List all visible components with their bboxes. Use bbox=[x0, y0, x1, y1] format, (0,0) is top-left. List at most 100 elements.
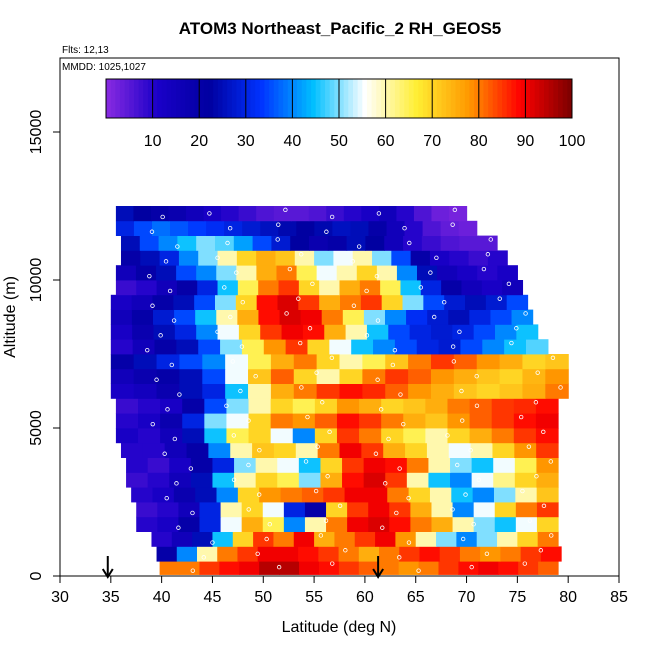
arrow-head bbox=[101, 568, 114, 579]
sample-point bbox=[378, 407, 384, 412]
heat-cell bbox=[270, 354, 295, 370]
sample-point bbox=[162, 451, 167, 456]
heat-cell bbox=[409, 324, 432, 340]
colorbar-segment bbox=[115, 79, 121, 118]
heat-cell bbox=[220, 516, 243, 532]
heat-cell bbox=[131, 487, 154, 503]
sample-point bbox=[230, 359, 235, 364]
arrow-markers bbox=[101, 556, 384, 579]
heat-cell bbox=[406, 472, 430, 488]
heat-cell bbox=[402, 294, 424, 310]
y-axis: 0 5000 10000 15000 bbox=[28, 110, 60, 580]
heat-cell bbox=[220, 502, 243, 518]
sample-point bbox=[307, 326, 313, 331]
sample-point bbox=[550, 355, 556, 361]
heat-cell bbox=[419, 546, 441, 562]
sample-point bbox=[457, 329, 462, 334]
heat-cell bbox=[234, 457, 257, 473]
heat-cell bbox=[139, 235, 160, 251]
heat-cell bbox=[449, 250, 470, 266]
heat-cell bbox=[174, 324, 197, 340]
sample-point bbox=[257, 492, 262, 497]
heat-cell bbox=[453, 368, 478, 384]
heat-cell bbox=[535, 428, 559, 444]
colorbar-tick-label: 50 bbox=[330, 133, 348, 150]
colorbar-segment bbox=[525, 79, 531, 118]
sample-point bbox=[225, 240, 230, 246]
heat-cell bbox=[410, 516, 433, 532]
colorbar-segment bbox=[492, 79, 498, 118]
sample-point bbox=[224, 403, 229, 408]
colorbar-segment bbox=[516, 79, 522, 118]
heat-cell bbox=[160, 413, 183, 429]
sample-point bbox=[276, 564, 282, 570]
heat-cell bbox=[199, 502, 222, 518]
heat-cell bbox=[425, 428, 449, 444]
mmdd-label: MMDD: 1025,1027 bbox=[62, 62, 146, 73]
colorbar-segment bbox=[334, 79, 340, 118]
heat-cell bbox=[262, 516, 285, 532]
colorbar-segment bbox=[320, 79, 326, 118]
heat-cell bbox=[497, 265, 518, 281]
sample-point bbox=[474, 403, 480, 408]
heat-cell bbox=[226, 398, 250, 414]
heat-cell bbox=[538, 559, 559, 575]
sample-point bbox=[246, 418, 251, 423]
heat-cell bbox=[437, 265, 458, 281]
heat-cell bbox=[239, 559, 260, 575]
heat-cell bbox=[536, 487, 559, 503]
heat-cell bbox=[431, 502, 454, 518]
heat-cell bbox=[403, 428, 426, 444]
colorbar-segment bbox=[245, 79, 251, 118]
heat-cell bbox=[294, 250, 315, 266]
heat-cell bbox=[451, 487, 474, 503]
heat-cell bbox=[368, 220, 388, 236]
sample-point bbox=[402, 225, 407, 231]
heat-cell bbox=[385, 472, 408, 488]
heat-cell bbox=[545, 368, 569, 384]
heat-cell bbox=[428, 472, 451, 488]
heat-cell bbox=[120, 442, 144, 458]
heat-cell bbox=[326, 502, 348, 518]
heat-cell bbox=[395, 531, 417, 547]
colorbar-segment bbox=[325, 79, 331, 118]
sample-point bbox=[176, 525, 181, 530]
y-axis-label: Altitude (m) bbox=[2, 276, 19, 358]
sample-point bbox=[343, 548, 348, 553]
colorbar-segment bbox=[110, 79, 116, 118]
heat-cell bbox=[381, 413, 404, 429]
heat-cell bbox=[270, 368, 295, 384]
heat-cell bbox=[158, 235, 178, 251]
colorbar-segment bbox=[544, 79, 550, 118]
sample-point bbox=[264, 536, 269, 542]
heat-cell bbox=[440, 220, 460, 236]
heat-cell bbox=[408, 383, 432, 399]
heat-cell bbox=[241, 339, 265, 355]
heat-cell bbox=[314, 220, 333, 236]
heat-cell bbox=[177, 235, 197, 251]
heat-cell bbox=[217, 250, 238, 266]
heat-cell bbox=[199, 516, 222, 532]
heat-cell bbox=[131, 309, 154, 325]
heat-cell bbox=[514, 472, 538, 488]
heat-cell bbox=[314, 531, 336, 547]
heat-cell bbox=[293, 354, 318, 370]
sample-point bbox=[523, 311, 528, 316]
heat-cell bbox=[398, 559, 420, 575]
heat-cell bbox=[248, 383, 272, 399]
heat-cell bbox=[248, 368, 272, 384]
heat-cell bbox=[110, 339, 134, 355]
heat-cell bbox=[441, 280, 463, 296]
heat-cell bbox=[115, 206, 135, 222]
heat-cell bbox=[366, 324, 389, 340]
heat-cell bbox=[491, 413, 515, 429]
sample-point bbox=[380, 525, 385, 530]
heat-cell bbox=[176, 280, 198, 296]
heat-cell bbox=[169, 472, 192, 488]
heat-cell bbox=[252, 235, 273, 251]
sample-point bbox=[337, 503, 343, 509]
heat-cell bbox=[423, 294, 445, 310]
sample-point bbox=[174, 481, 179, 486]
heat-cell bbox=[487, 250, 508, 266]
sample-point bbox=[522, 561, 528, 566]
